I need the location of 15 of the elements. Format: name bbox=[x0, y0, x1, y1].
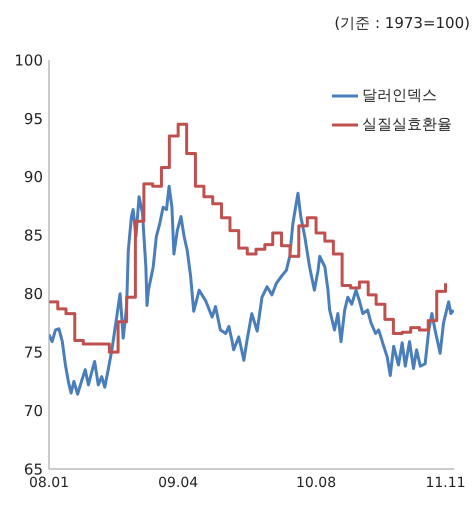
x-tick-label: 09.04 bbox=[158, 474, 198, 491]
y-tick-label: 90 bbox=[24, 168, 43, 186]
y-tick-label: 95 bbox=[24, 110, 43, 128]
line-series bbox=[49, 184, 454, 396]
x-tick-label: 08.01 bbox=[28, 474, 70, 491]
text: (기준 : 1973=100) bbox=[334, 14, 470, 33]
y-tick-label: 70 bbox=[24, 402, 43, 420]
legend-label: 달러인덱스 bbox=[362, 86, 437, 105]
y-tick-label: 75 bbox=[24, 343, 43, 362]
y-tick-label: 85 bbox=[24, 226, 43, 245]
x-tick-label: 11.11 bbox=[425, 474, 466, 491]
x-tick-label: 10.08 bbox=[296, 474, 336, 491]
y-tick-label: 100 bbox=[14, 51, 43, 70]
legend-label: 실질실효환율 bbox=[362, 115, 452, 134]
y-tick-label: 80 bbox=[24, 285, 43, 304]
